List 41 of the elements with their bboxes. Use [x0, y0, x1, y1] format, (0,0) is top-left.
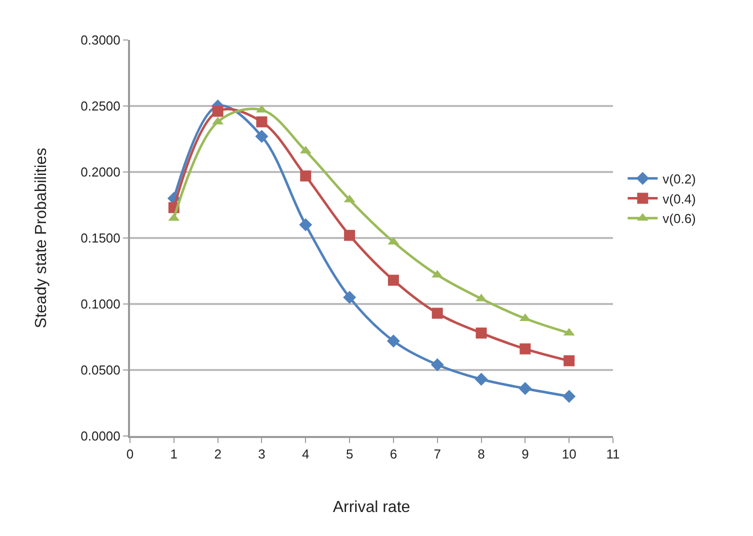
y-axis-title: Steady state Probabilities	[33, 148, 50, 328]
y-tick-label: 0.1500	[80, 230, 120, 246]
x-tick-label: 8	[478, 446, 485, 462]
point	[386, 334, 400, 348]
point	[564, 355, 575, 366]
y-tick-label: 0.1000	[80, 296, 120, 312]
point	[474, 372, 488, 386]
legend-label: v(0.6)	[662, 211, 696, 226]
x-tick-label: 0	[126, 446, 134, 462]
x-tick-label: 6	[390, 446, 398, 462]
point	[343, 290, 356, 304]
x-tick-label: 10	[562, 446, 576, 462]
x-tick-label: 7	[434, 446, 441, 462]
point	[299, 218, 312, 232]
x-tick-label: 3	[258, 446, 266, 462]
point	[562, 390, 576, 403]
point	[212, 106, 224, 117]
x-axis-title: Arrival rate	[332, 498, 410, 516]
x-tick-label: 4	[302, 446, 310, 462]
point	[255, 130, 268, 143]
x-tick-label: 1	[170, 446, 178, 462]
y-tick-label: 0.3000	[80, 32, 120, 48]
y-tick-label: 0.2000	[80, 164, 120, 180]
legend-label: v(0.2)	[662, 171, 696, 186]
legend-label: v(0.4)	[662, 191, 696, 206]
point	[388, 274, 399, 286]
point	[430, 358, 444, 372]
y-tick-label: 0.0500	[80, 362, 120, 378]
x-tick-label: 5	[346, 446, 354, 462]
point	[344, 230, 356, 241]
x-tick-label: 2	[214, 446, 222, 462]
point	[432, 308, 443, 319]
point	[476, 328, 487, 339]
point	[256, 116, 268, 128]
point	[520, 343, 531, 354]
x-tick-label: 9	[522, 446, 529, 462]
y-tick-label: 0.2500	[80, 98, 120, 114]
x-tick-label: 11	[606, 446, 620, 462]
point	[518, 382, 532, 395]
y-tick-label: 0.0000	[80, 428, 120, 444]
point	[300, 170, 312, 182]
